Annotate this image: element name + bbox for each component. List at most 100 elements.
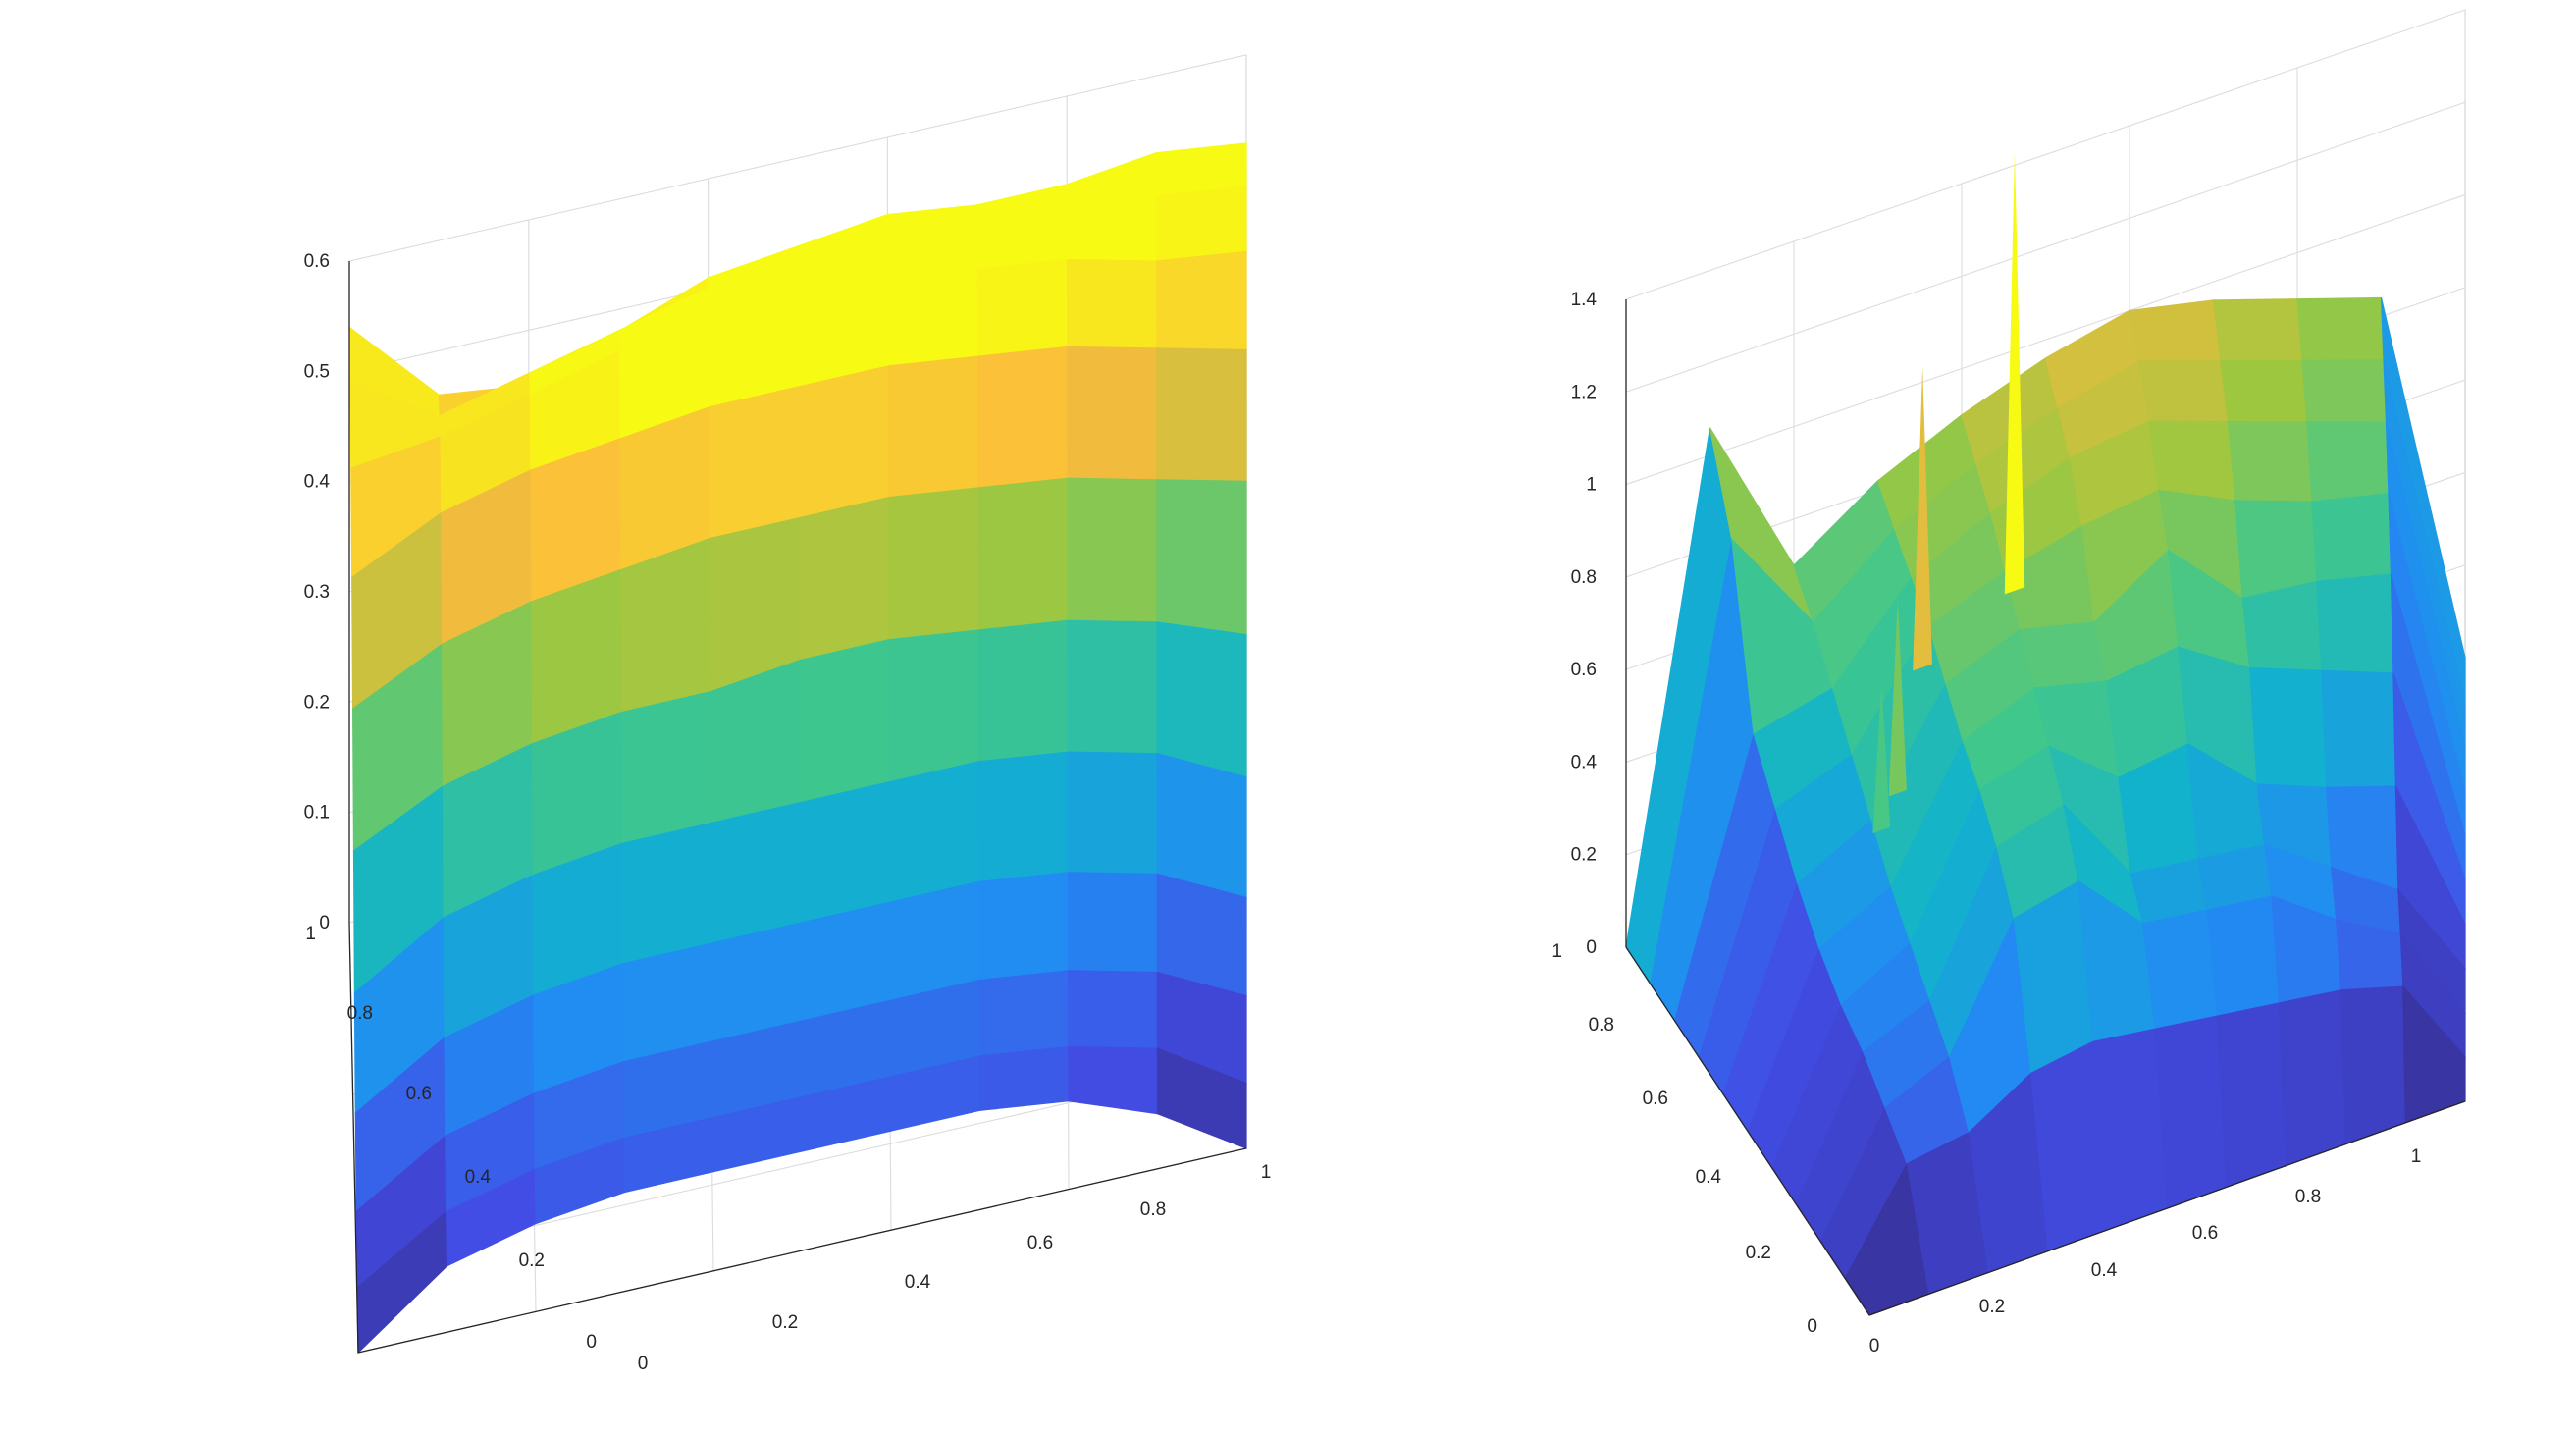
surface-patch <box>2019 621 2108 689</box>
surface-patch <box>2311 493 2392 583</box>
surface-patch <box>621 822 712 965</box>
surface-patch <box>887 268 979 367</box>
axis-lines <box>1625 299 2466 1316</box>
surface <box>1625 150 2466 1316</box>
z-tick-label: 1.2 <box>1571 382 1597 402</box>
surface-spike <box>2004 150 2025 595</box>
x-axis-line <box>1868 1100 2466 1316</box>
surface-patch <box>2227 420 2313 503</box>
surface-patch <box>977 346 1069 489</box>
axis-lines <box>348 261 1247 1354</box>
surface-patch <box>978 970 1070 1057</box>
z-tick-label: 0.4 <box>1571 752 1598 772</box>
x-tick-label: 0.8 <box>2295 1187 2321 1207</box>
surface-patch <box>2321 669 2396 788</box>
z-tick-label: 0 <box>319 913 330 933</box>
tick-labels: 00.20.40.60.8100.20.40.60.8100.10.20.30.… <box>304 251 1272 1374</box>
surface-patch <box>2220 359 2308 423</box>
z-tick-label: 1 <box>1586 475 1597 496</box>
surface-patch <box>977 751 1070 883</box>
y-tick-label: 0 <box>586 1332 597 1353</box>
surface-patch <box>887 355 979 499</box>
surface-patch <box>1156 186 1247 262</box>
surface-patch <box>709 386 801 540</box>
surface-patch <box>888 487 979 641</box>
x-tick-label: 1 <box>1261 1162 1272 1183</box>
z-tick-label: 0.4 <box>304 472 331 493</box>
surface-patch <box>1067 346 1158 481</box>
surface-spike <box>1872 682 1891 834</box>
surface-patch <box>2142 909 2218 1030</box>
surface-patch <box>1156 752 1247 899</box>
surface-patch <box>1067 872 1158 974</box>
surface-patch <box>799 496 890 662</box>
surface-patch <box>1156 479 1247 636</box>
surface-patch <box>2340 985 2406 1145</box>
z-tick-label: 0.5 <box>304 361 330 382</box>
surface-plot-right-svg: 0 0.2 0.4 0.6 0.8 1 0 0.2 0.4 0.6 0.8 1 0 0.2 0.4 0.6 0.… <box>1551 9 2466 1356</box>
surface-spike <box>1888 599 1907 797</box>
y-tick-label: 0.2 <box>519 1250 545 1271</box>
surface-spike <box>1913 366 1932 671</box>
z-tick-label: 0.6 <box>1571 660 1597 680</box>
y-tick-label: 1 <box>1551 941 1562 962</box>
surface-patch <box>2306 421 2390 503</box>
z-tick-label: 0.2 <box>1571 845 1597 866</box>
x-tick-label: 0.2 <box>1979 1297 2005 1317</box>
z-tick-label: 0.3 <box>304 582 330 603</box>
x-tick-label: 0 <box>638 1354 649 1374</box>
x-tick-label: 0.8 <box>1140 1199 1166 1220</box>
y-tick-label: 0 <box>1807 1316 1817 1337</box>
surface-patch <box>710 801 802 944</box>
y-tick-label: 0.8 <box>1589 1015 1614 1036</box>
surface-plot-left-svg: 00.20.40.60.8100.20.40.60.8100.10.20.30.… <box>304 54 1272 1374</box>
surface-patch <box>2216 1002 2287 1189</box>
surface-patch <box>2148 420 2236 502</box>
surface-patch <box>977 477 1069 631</box>
y-tick-label: 0.8 <box>347 1003 373 1024</box>
surface-patch <box>2129 299 2222 362</box>
surface-patch <box>2249 667 2328 789</box>
surface-plot-left: 0 0.2 0.4 0.6 0.8 1 0 0.2 0.4 0.6 0.8 1 0 0.1 0.2 0.3 0.… <box>0 0 1288 1431</box>
x-tick-label: 0.6 <box>2192 1223 2218 1244</box>
z-tick-label: 0 <box>1586 937 1597 958</box>
surface-patch <box>888 629 980 783</box>
surface-patch <box>2278 989 2347 1167</box>
z-tick-label: 0.8 <box>1571 567 1597 588</box>
y-tick-label: 0.2 <box>1746 1243 1771 1263</box>
surface-patch <box>888 761 980 903</box>
surface-patch <box>799 638 891 804</box>
y-axis-line <box>1625 946 1870 1316</box>
x-axis-line <box>357 1147 1247 1354</box>
surface-patch <box>1068 1045 1159 1115</box>
surface-patch <box>1067 477 1158 623</box>
z-tick-label: 0.1 <box>304 803 330 824</box>
tick-labels: 0 0.2 0.4 0.6 0.8 1 0 0.2 0.4 0.6 0.8 1 0 0.2 0.4 0.6 0.… <box>1551 290 2421 1356</box>
surface-plot-right: 0 0.2 0.4 0.6 0.8 1 0 0.2 0.4 0.6 0.8 1 0 0.2 0.4 0.6 0.… <box>1288 0 2576 1431</box>
surface-patch <box>1066 258 1158 349</box>
x-tick-label: 0.6 <box>1027 1233 1053 1253</box>
z-tick-label: 0.2 <box>304 692 330 713</box>
surface-patch <box>1156 621 1247 778</box>
y-tick-label: 0.6 <box>406 1084 432 1104</box>
x-tick-label: 0.4 <box>905 1272 931 1293</box>
surface-patch <box>2301 359 2388 423</box>
x-tick-label: 0 <box>1869 1336 1880 1356</box>
surface-patch <box>2154 1015 2228 1209</box>
surface-patch <box>1067 751 1158 875</box>
z-tick-label: 0.6 <box>304 251 330 272</box>
y-tick-label: 0.4 <box>465 1167 492 1188</box>
surface-patch <box>2234 500 2318 600</box>
surface-patch <box>800 780 891 924</box>
x-tick-label: 1 <box>2411 1146 2422 1167</box>
z-tick-label: 1.4 <box>1571 290 1598 310</box>
surface-patch <box>2212 298 2303 362</box>
surface-patch <box>1156 347 1247 482</box>
surface-patch <box>976 258 1069 357</box>
surface-patch <box>2296 296 2385 361</box>
y-tick-label: 0.4 <box>1696 1167 1722 1188</box>
surface-patch <box>2206 895 2281 1017</box>
surface-patch <box>1067 619 1158 755</box>
surface-patch <box>2316 573 2394 674</box>
